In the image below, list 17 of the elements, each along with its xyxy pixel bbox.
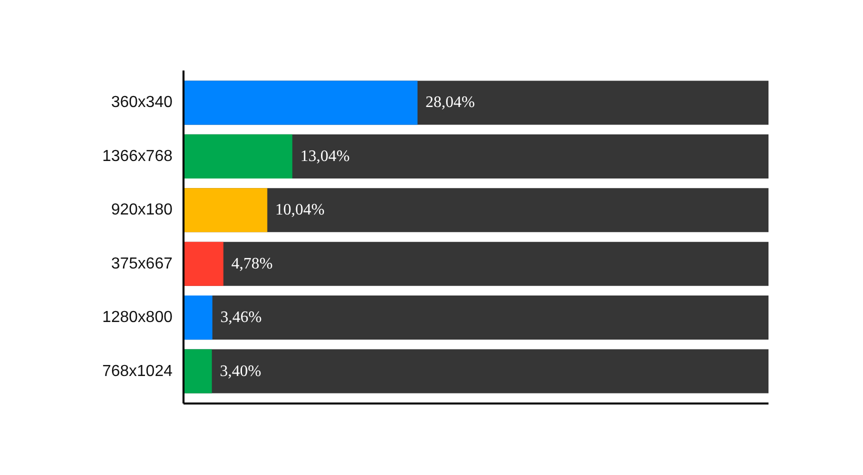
data-label: 13,04% — [300, 148, 350, 165]
data-label: 10,04% — [275, 202, 325, 219]
y-tick-label: 768x1024 — [102, 362, 173, 380]
bar — [184, 349, 212, 394]
data-label: 3,40% — [220, 362, 262, 380]
bar — [184, 188, 268, 232]
y-tick-label: 1366x768 — [102, 148, 173, 165]
data-label: 4,78% — [231, 255, 273, 272]
y-tick-label: 920x180 — [111, 202, 173, 219]
bar — [184, 296, 212, 340]
bar — [184, 242, 224, 286]
data-label: 28,04% — [426, 94, 475, 112]
y-tick-label: 360x340 — [111, 94, 173, 112]
bar — [184, 134, 292, 178]
y-tick-label: 375x667 — [111, 255, 173, 272]
y-tick-label: 1280x800 — [102, 309, 173, 326]
data-label: 3,46% — [220, 309, 262, 326]
